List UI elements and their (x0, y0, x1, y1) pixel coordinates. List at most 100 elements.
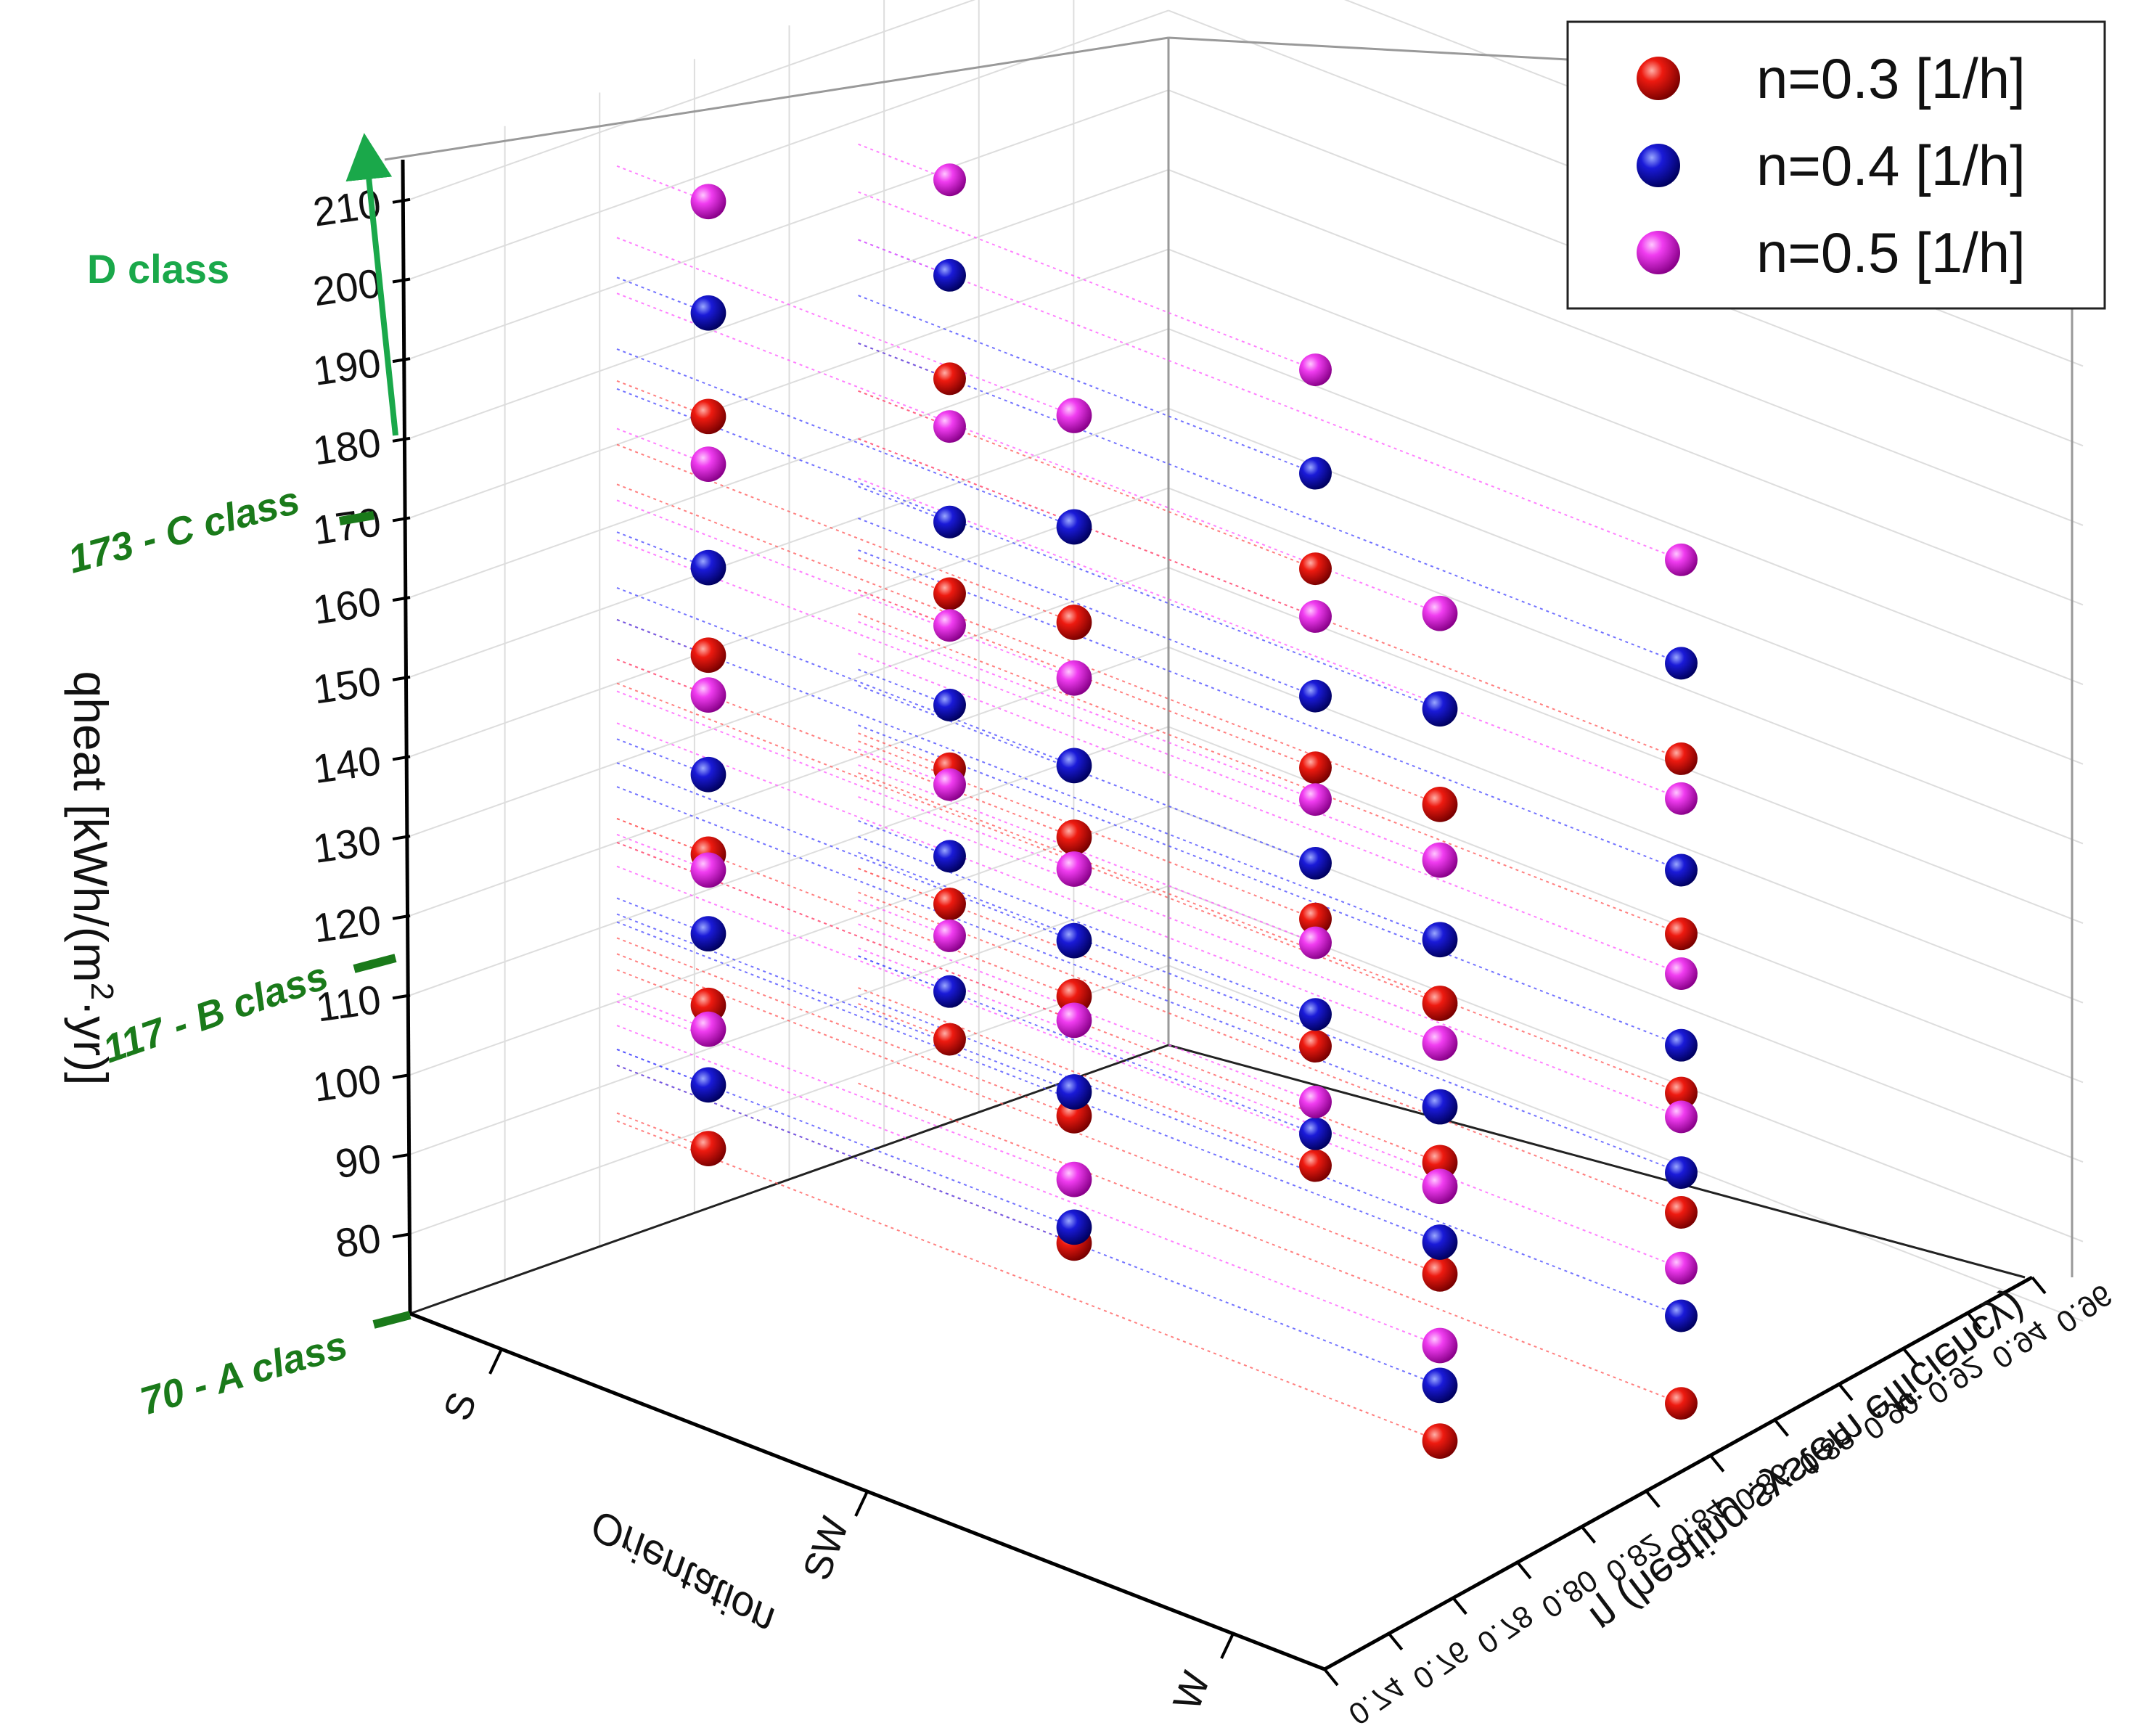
drop-line (616, 921, 1441, 1243)
data-point-blue (1665, 853, 1698, 887)
z-tick-label: 200 (310, 260, 383, 314)
data-point-red (1665, 1196, 1698, 1229)
data-point-magenta (933, 920, 966, 952)
z-tick-mark (392, 596, 411, 602)
drop-line (858, 1082, 1682, 1404)
drop-line (858, 239, 1682, 561)
data-point-blue (1299, 846, 1332, 880)
legend-marker-magenta (1637, 231, 1680, 274)
y-tick-label: 0.96 (2050, 1278, 2119, 1340)
y-tick-mark (1388, 1632, 1404, 1651)
data-point-magenta (1056, 660, 1092, 696)
legend-label-red: n=0.3 [1/h] (1756, 46, 2026, 110)
drop-line (616, 1001, 1075, 1181)
y-tick-mark (1838, 1383, 1854, 1401)
drop-line (858, 295, 1316, 475)
drop-line (616, 913, 1075, 1093)
y-tick-label: 0.76 (1407, 1634, 1475, 1696)
z-tick-mark (392, 914, 411, 920)
data-point-magenta (1665, 782, 1698, 815)
data-point-blue (1056, 1074, 1092, 1110)
z-tick-mark (392, 357, 411, 364)
data-point-magenta (690, 852, 726, 888)
y-tick-mark (1516, 1561, 1532, 1579)
data-point-blue (1299, 998, 1332, 1031)
y-tick-label: 0.74 (1343, 1670, 1411, 1732)
data-point-red (933, 577, 966, 610)
data-point-red (1665, 1387, 1698, 1420)
drop-line (616, 937, 1075, 1117)
data-point-red (690, 1131, 726, 1167)
data-point-blue (1665, 647, 1698, 680)
drop-line (858, 191, 1316, 371)
y-tick-mark (1645, 1490, 1661, 1508)
data-point-blue (690, 549, 726, 586)
data-point-magenta (690, 1011, 726, 1047)
drop-line (616, 1025, 1441, 1346)
legend-marker-blue (1637, 144, 1680, 187)
drop-line (616, 443, 1075, 623)
drop-line (858, 851, 1682, 1174)
z-tick-label: 120 (310, 896, 383, 951)
data-point-red (933, 1023, 966, 1056)
grid-line-back (1168, 168, 2084, 526)
legend-item-red: n=0.3 [1/h] (1637, 46, 2026, 110)
data-point-magenta (1299, 353, 1332, 386)
data-point-magenta (1056, 398, 1092, 433)
data-point-blue (1299, 679, 1332, 713)
z-tick-mark (392, 994, 411, 1000)
d-class-label: D class (87, 246, 229, 292)
data-point-red (1056, 605, 1092, 640)
data-point-blue (690, 295, 726, 331)
data-point-blue (1056, 748, 1092, 784)
y-tick-mark (1966, 1311, 1982, 1330)
data-point-red (933, 888, 966, 921)
data-point-blue (1056, 509, 1092, 545)
data-point-red (1422, 986, 1458, 1021)
data-point-magenta (1299, 783, 1332, 816)
z-tick-label: 90 (332, 1135, 383, 1187)
d-class-arrow (345, 133, 398, 436)
x-tick-label: SW (795, 1512, 857, 1586)
data-point-blue (1422, 1089, 1458, 1125)
legend-marker-red (1637, 57, 1680, 100)
data-point-blue (690, 916, 726, 951)
data-point-magenta (1422, 842, 1458, 878)
legend-label-blue: n=0.4 [1/h] (1756, 134, 2026, 197)
z-tick-label: 130 (310, 817, 383, 872)
data-point-magenta (1299, 926, 1332, 959)
z-tick-mark (392, 516, 411, 523)
z-tick-label: 150 (310, 658, 383, 712)
data-point-blue (933, 689, 966, 721)
drop-line (616, 499, 1075, 679)
data-point-red (1665, 742, 1698, 775)
data-point-blue (1056, 922, 1092, 959)
c-class-label: 173 - C class (64, 478, 305, 582)
y-tick-label: 0.78 (1471, 1599, 1539, 1661)
data-point-red (1299, 1030, 1332, 1063)
box-edge-floor-back (409, 1044, 1169, 1315)
drop-line (858, 549, 1682, 871)
data-point-red (1299, 552, 1332, 586)
data-point-blue (1422, 691, 1458, 727)
z-tick-mark (392, 835, 411, 841)
x-tick-label: W (1165, 1666, 1219, 1716)
data-point-magenta (933, 768, 966, 801)
y-tick-mark (1323, 1668, 1339, 1687)
z-tick-mark (392, 1073, 411, 1080)
y-tick-mark (1580, 1526, 1597, 1544)
legend-label-magenta: n=0.5 [1/h] (1756, 221, 2026, 284)
legend: n=0.3 [1/h] n=0.4 [1/h] n=0.5 [1/h] (1566, 20, 2106, 310)
data-point-red (1665, 917, 1698, 951)
data-point-magenta (690, 677, 726, 713)
y-tick-mark (1902, 1347, 1918, 1366)
drop-line (858, 342, 1682, 664)
b-class-tick (353, 954, 397, 973)
z-tick-label: 180 (310, 419, 383, 473)
data-point-red (690, 637, 726, 673)
data-point-blue (933, 505, 966, 539)
y-tick-mark (2031, 1276, 2047, 1295)
z-tick-label: 160 (310, 578, 383, 633)
z-axis-line (401, 159, 412, 1314)
